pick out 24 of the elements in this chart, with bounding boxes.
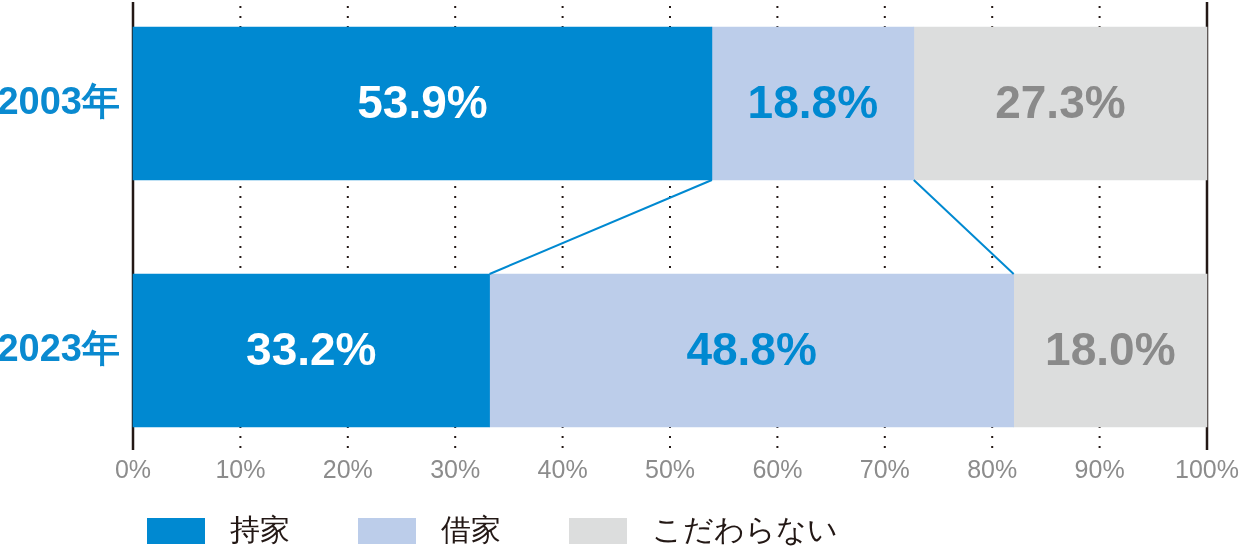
x-tick-label: 30%	[430, 455, 481, 484]
data-label: 33.2%	[246, 323, 377, 376]
x-tick-label: 100%	[1175, 455, 1239, 484]
bar	[913, 26, 1208, 181]
data-label: 53.9%	[357, 76, 488, 129]
data-label: 48.8%	[686, 323, 817, 376]
x-tick-label: 80%	[967, 455, 1018, 484]
x-tick-label: 70%	[859, 455, 910, 484]
bar	[711, 26, 915, 181]
x-tick-label: 20%	[322, 455, 373, 484]
data-label: 18.0%	[1045, 323, 1176, 376]
legend-label: 持家	[230, 513, 290, 547]
x-tick-label: 50%	[644, 455, 696, 484]
data-label: 18.8%	[747, 76, 879, 129]
x-tick-label: 60%	[752, 455, 803, 484]
x-tick-label: 90%	[1074, 455, 1125, 484]
bar	[489, 273, 1015, 428]
x-tick-label: 0%	[114, 455, 152, 484]
legend-label: こだわらない	[652, 513, 838, 547]
x-tick-label: 10%	[215, 455, 266, 484]
data-label: 27.3%	[995, 76, 1126, 129]
x-tick-label: 40%	[537, 455, 588, 484]
legend-label: 借家	[441, 513, 501, 547]
bar	[1013, 273, 1208, 428]
